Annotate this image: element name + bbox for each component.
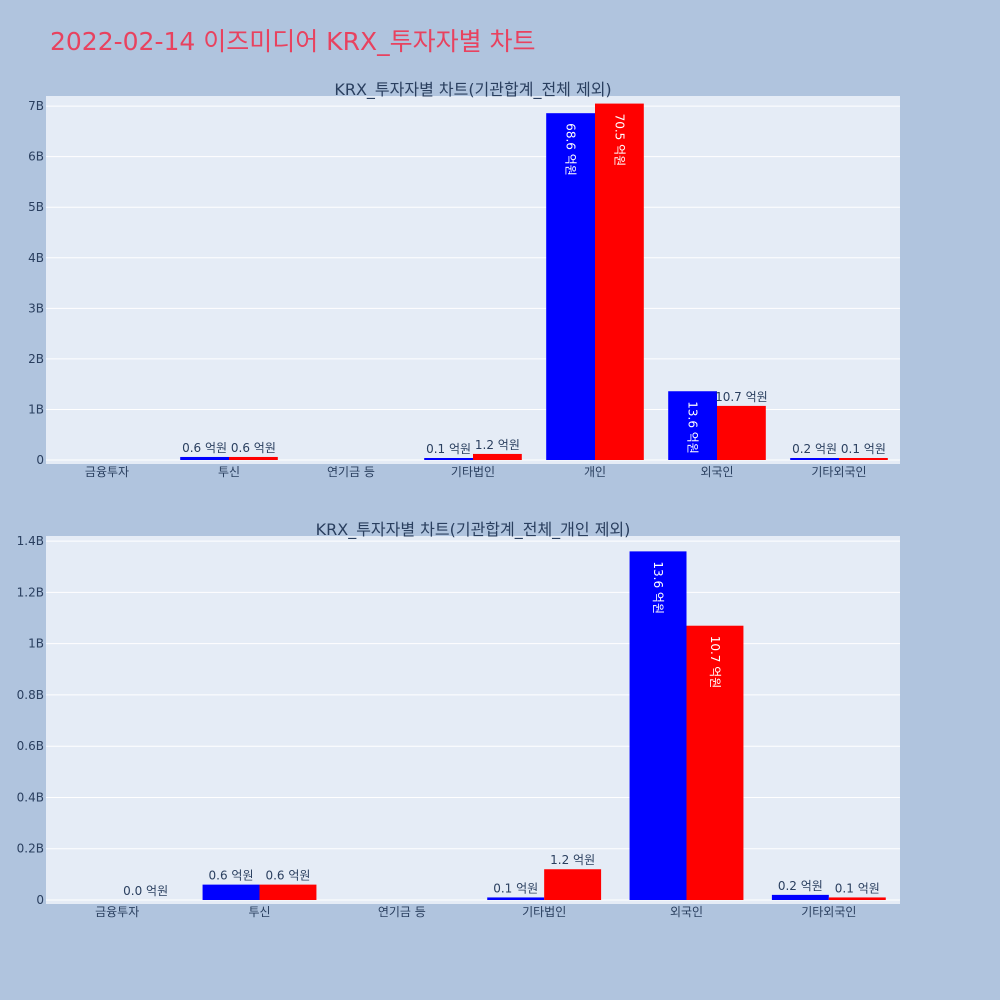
data-label: 10.7 억원 bbox=[715, 390, 768, 404]
data-label: 0.1 억원 bbox=[835, 881, 880, 895]
data-label: 0.0 억원 bbox=[123, 884, 168, 898]
page-title: 2022-02-14 이즈미디어 KRX_투자자별 차트 bbox=[50, 27, 536, 56]
data-label: 13.6 억원 bbox=[651, 561, 665, 614]
x-tick-label: 기타법인 bbox=[522, 905, 566, 919]
x-tick-label: 연기금 등 bbox=[327, 465, 375, 479]
y-tick-label: 2B bbox=[28, 352, 44, 366]
data-label: 1.2 억원 bbox=[475, 438, 520, 452]
x-tick-label: 외국인 bbox=[670, 905, 703, 919]
bar bbox=[668, 391, 717, 460]
plot-area bbox=[46, 96, 900, 464]
data-label: 0.6 억원 bbox=[209, 869, 254, 883]
bar bbox=[717, 405, 766, 460]
y-tick-label: 0 bbox=[36, 893, 44, 907]
y-tick-label: 0.4B bbox=[17, 790, 44, 804]
bar bbox=[790, 458, 839, 460]
data-label: 0.6 억원 bbox=[265, 869, 310, 883]
data-label: 1.2 억원 bbox=[550, 853, 595, 867]
x-tick-label: 개인 bbox=[584, 465, 606, 479]
bar bbox=[487, 897, 545, 900]
bar bbox=[229, 456, 278, 460]
x-tick-label: 외국인 bbox=[700, 465, 733, 479]
bar bbox=[828, 897, 886, 900]
y-tick-label: 1.4B bbox=[17, 534, 44, 548]
plot-area bbox=[46, 536, 900, 904]
data-label: 0.6 억원 bbox=[231, 441, 276, 455]
bar bbox=[546, 113, 595, 460]
data-label: 0.1 억원 bbox=[841, 442, 886, 456]
data-label: 0.6 억원 bbox=[182, 441, 227, 455]
y-tick-label: 1.2B bbox=[17, 585, 44, 599]
data-label: 0.2 억원 bbox=[792, 442, 837, 456]
x-tick-label: 금융투자 bbox=[95, 905, 139, 919]
bar bbox=[202, 884, 260, 900]
bar bbox=[629, 551, 687, 900]
y-tick-label: 1B bbox=[28, 402, 44, 416]
data-label: 10.7 억원 bbox=[708, 636, 722, 689]
bar bbox=[259, 884, 317, 900]
bar bbox=[424, 458, 473, 460]
y-tick-label: 5B bbox=[28, 200, 44, 214]
data-label: 0.1 억원 bbox=[426, 442, 471, 456]
y-tick-label: 0.8B bbox=[17, 688, 44, 702]
data-label: 70.5 억원 bbox=[612, 114, 626, 167]
x-tick-label: 연기금 등 bbox=[378, 905, 426, 919]
bar bbox=[771, 894, 829, 900]
x-tick-label: 투신 bbox=[218, 465, 240, 479]
y-tick-label: 1B bbox=[28, 637, 44, 651]
data-label: 0.2 억원 bbox=[778, 879, 823, 893]
x-tick-label: 기타외국인 bbox=[811, 465, 866, 479]
x-tick-label: 기타법인 bbox=[451, 465, 495, 479]
x-tick-label: 투신 bbox=[248, 905, 270, 919]
y-tick-label: 0.6B bbox=[17, 739, 44, 753]
y-tick-label: 3B bbox=[28, 301, 44, 315]
y-tick-label: 4B bbox=[28, 251, 44, 265]
y-tick-label: 0 bbox=[36, 453, 44, 467]
bar bbox=[544, 869, 602, 900]
data-label: 13.6 억원 bbox=[686, 401, 700, 454]
bar bbox=[595, 103, 644, 460]
x-tick-label: 금융투자 bbox=[85, 465, 129, 479]
chart-title: KRX_투자자별 차트(기관합계_전체_개인 제외) bbox=[316, 520, 631, 540]
x-tick-label: 기타외국인 bbox=[801, 905, 856, 919]
chart-bottom: 0 0.2B 0.4B 0.6B 0.8B 1B 1.2B 1.4B KRX_투자자별 차트(기… bbox=[17, 520, 900, 919]
chart-top: 0 1B 2B 3B 4B 5B 6B 7B KRX_투자자별 차트(기관합계_전체 제외) 금융… bbox=[28, 80, 900, 479]
bar bbox=[686, 625, 744, 900]
y-tick-label: 6B bbox=[28, 150, 44, 164]
data-label: 0.1 억원 bbox=[493, 881, 538, 895]
bar bbox=[180, 456, 229, 460]
data-label: 68.6 억원 bbox=[564, 123, 578, 176]
chart-title: KRX_투자자별 차트(기관합계_전체 제외) bbox=[334, 80, 611, 100]
bar bbox=[839, 458, 888, 460]
bar bbox=[473, 453, 522, 460]
y-tick-label: 7B bbox=[28, 99, 44, 113]
y-tick-label: 0.2B bbox=[17, 842, 44, 856]
